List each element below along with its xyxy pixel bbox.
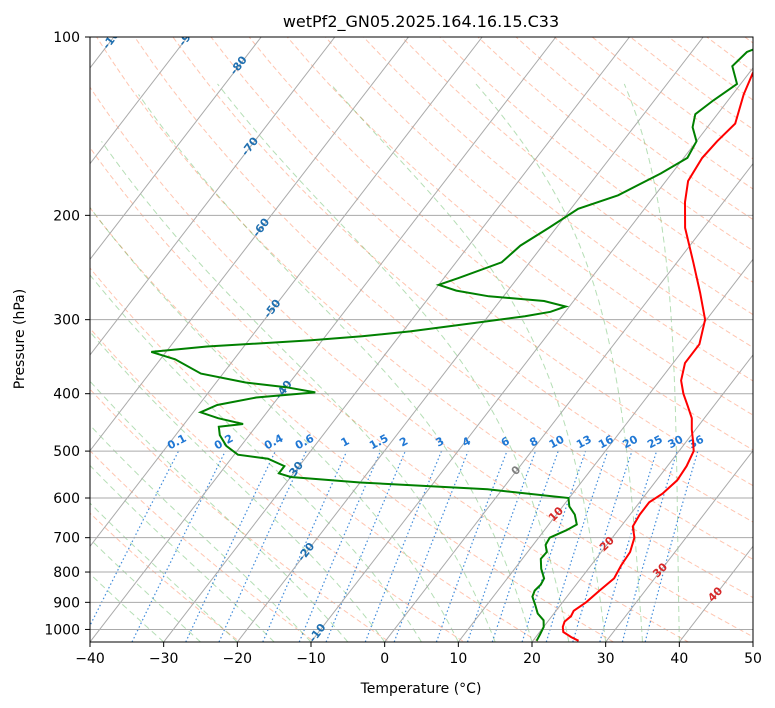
moist-adiabat-line <box>90 380 349 642</box>
y-axis-ticks: 100 200 300 400 500 600 700 800 900 1000 <box>44 30 90 638</box>
dry-adiabat-line <box>439 37 753 283</box>
y-axis-label: Pressure (hPa) <box>12 289 28 389</box>
y-tick-label: 400 <box>53 387 80 403</box>
dry-adiabat-line <box>286 37 753 416</box>
moist-adiabat-line <box>475 83 643 642</box>
isotherm-line <box>384 162 753 642</box>
y-tick-label: 600 <box>53 491 80 507</box>
moist-adiabat-line <box>90 573 165 642</box>
moist-adiabat-line <box>90 464 275 642</box>
mixing-ratio-line <box>325 450 406 642</box>
mixing-ratio-label: 36 <box>686 433 706 452</box>
x-tick-label: 50 <box>744 651 762 667</box>
dry-adiabat-line <box>90 267 540 642</box>
x-tick-label: 20 <box>523 651 541 667</box>
mixing-ratio-label: 25 <box>645 433 665 452</box>
dry-adiabat-line <box>134 37 753 560</box>
moist-adiabat-line <box>90 331 386 642</box>
dry-adiabat-line <box>248 37 753 451</box>
dry-adiabat-line <box>96 37 753 599</box>
moist-adiabat-line <box>217 83 570 642</box>
plot-frame <box>89 36 754 643</box>
mixing-ratio-line <box>521 450 587 642</box>
mixing-ratio-line <box>364 450 443 642</box>
mixing-ratio-line <box>491 450 559 642</box>
isotherm-line <box>90 37 336 356</box>
plot-area <box>90 37 753 642</box>
x-tick-label: 40 <box>670 651 688 667</box>
mixing-ratio-line <box>621 450 678 642</box>
dry-adiabat-line <box>90 86 753 638</box>
pressure-gridlines <box>90 37 753 630</box>
mixing-ratio-label: 20 <box>620 433 640 452</box>
isotherm-line <box>163 37 630 642</box>
isotherm-line <box>90 37 188 165</box>
dry-adiabat-line <box>90 388 391 642</box>
mixing-ratio-label: 13 <box>574 433 594 452</box>
chart-title: wetPf2_GN05.2025.164.16.15.C33 <box>283 12 559 32</box>
isotherm-line <box>90 37 483 548</box>
x-axis-ticks: −40 −30 −20 −10 0 10 20 30 40 50 <box>75 642 762 667</box>
isotherm-line <box>90 37 262 261</box>
y-tick-label: 900 <box>53 595 80 611</box>
isotherm-line <box>310 67 753 642</box>
dry-adiabat-line <box>90 146 690 642</box>
isotherm-line <box>236 37 704 642</box>
mixing-ratio-line <box>545 450 609 642</box>
x-axis-label: Temperature (°C) <box>360 681 482 697</box>
y-tick-label: 100 <box>53 30 80 46</box>
x-tick-label: −20 <box>223 651 253 667</box>
dry-adiabat-line <box>90 449 316 642</box>
y-tick-label: 300 <box>53 313 80 329</box>
dry-adiabat-line <box>90 207 615 642</box>
isotherm-line <box>457 258 753 642</box>
x-tick-label: −40 <box>75 651 105 667</box>
isotherm-line <box>531 354 753 642</box>
temperature-profile <box>561 71 753 642</box>
y-tick-label: 200 <box>53 208 80 224</box>
mixing-ratio-line <box>435 450 508 642</box>
mixing-ratio-label: 16 <box>596 433 616 452</box>
x-tick-label: 10 <box>449 651 467 667</box>
mixing-ratio-line <box>298 450 382 642</box>
mixing-ratio-label: 10 <box>547 432 567 451</box>
moist-adiabat-line <box>90 424 312 642</box>
mixing-ratio-line <box>262 450 348 642</box>
x-tick-label: −10 <box>296 651 326 667</box>
x-tick-label: 0 <box>380 651 389 667</box>
plot-content: -100-90-80-70-60-50-40-30-20-100.10.20.4… <box>90 25 753 642</box>
y-tick-label: 700 <box>53 531 80 547</box>
mixing-ratio-label: 30 <box>666 433 686 452</box>
x-tick-label: −30 <box>149 651 179 667</box>
isotherm-line <box>90 37 409 452</box>
isotherm-label: -90 <box>176 25 199 49</box>
y-tick-label: 500 <box>53 444 80 460</box>
dry-adiabats <box>90 37 753 642</box>
y-tick-label: 1000 <box>44 622 80 638</box>
moist-adiabat-line <box>90 538 201 642</box>
moist-adiabat-line <box>90 206 459 642</box>
x-tick-label: 30 <box>597 651 615 667</box>
mixing-ratio-line <box>90 450 180 628</box>
moist-adiabat-line <box>138 94 533 642</box>
moist-adiabat-line <box>623 83 680 642</box>
dewpoint-profile <box>151 48 753 642</box>
y-tick-label: 800 <box>53 565 80 581</box>
mixing-ratio-line <box>466 450 537 642</box>
mixing-ratio-line <box>572 450 633 642</box>
isotherm-line <box>605 449 753 642</box>
